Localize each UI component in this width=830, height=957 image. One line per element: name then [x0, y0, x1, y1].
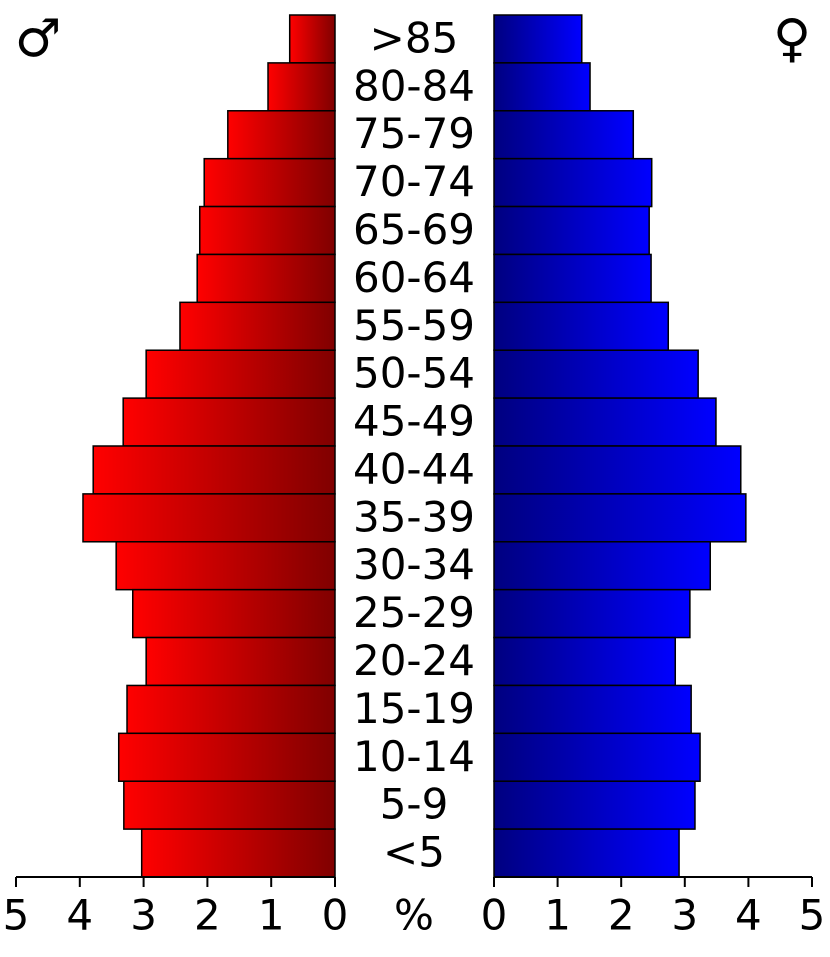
- category-label: <5: [383, 828, 445, 877]
- bar: [122, 397, 336, 447]
- bar: [493, 588, 691, 639]
- bar: [145, 349, 336, 399]
- bar: [126, 684, 336, 735]
- bar: [493, 349, 699, 399]
- bar: [227, 110, 336, 160]
- bar: [493, 636, 677, 687]
- bar: [198, 205, 336, 256]
- bar: [140, 828, 336, 878]
- bar: [493, 110, 635, 160]
- bar: [145, 636, 336, 687]
- category-label: 30-34: [353, 540, 475, 589]
- category-label: 5-9: [380, 780, 449, 829]
- bar: [493, 732, 701, 782]
- bar: [203, 157, 336, 208]
- bar: [82, 493, 336, 543]
- bar: [493, 14, 583, 64]
- category-label: 10-14: [353, 732, 475, 781]
- bar: [493, 205, 650, 256]
- bar: [493, 541, 711, 591]
- x-tick-label: 1: [258, 891, 285, 940]
- x-tick-label: 2: [608, 891, 635, 940]
- bar: [493, 253, 652, 304]
- bar: [288, 14, 336, 64]
- bar: [115, 541, 336, 591]
- x-tick-label: 4: [66, 891, 93, 940]
- category-label: 45-49: [353, 397, 475, 446]
- x-tick-label: 4: [735, 891, 762, 940]
- bar: [493, 62, 591, 112]
- x-axis-label: %: [394, 891, 434, 940]
- bar: [196, 253, 336, 304]
- category-label: 50-54: [353, 349, 475, 398]
- category-label: 65-69: [353, 205, 475, 254]
- x-tick-label: 5: [799, 891, 826, 940]
- bar: [493, 157, 653, 208]
- x-tick-label: 3: [130, 891, 157, 940]
- category-label: 15-19: [353, 684, 475, 733]
- legend-symbol: ♂: [15, 9, 62, 69]
- category-label: 20-24: [353, 636, 475, 685]
- category-label: 80-84: [353, 61, 475, 110]
- bar: [493, 780, 696, 830]
- category-label: 55-59: [353, 301, 475, 350]
- legend-symbol: ♀: [773, 9, 811, 69]
- bar: [493, 828, 680, 878]
- category-label: 60-64: [353, 253, 475, 302]
- x-tick-label: 5: [3, 891, 30, 940]
- bar: [493, 301, 670, 351]
- bar: [179, 301, 336, 351]
- x-tick-label: 1: [544, 891, 571, 940]
- x-tick-label: 0: [322, 891, 349, 940]
- bar: [117, 732, 336, 782]
- category-label: >85: [370, 13, 459, 62]
- bar: [123, 780, 336, 830]
- bar: [493, 684, 692, 735]
- bar: [493, 397, 717, 447]
- category-label: 70-74: [353, 157, 475, 206]
- bar: [493, 493, 747, 543]
- x-tick-label: 0: [481, 891, 508, 940]
- category-label: 35-39: [353, 492, 475, 541]
- category-label: 75-79: [353, 109, 475, 158]
- bar: [493, 445, 742, 495]
- category-label: 25-29: [353, 588, 475, 637]
- x-tick-label: 3: [671, 891, 698, 940]
- bar: [267, 62, 336, 112]
- bar: [92, 445, 336, 495]
- x-tick-label: 2: [194, 891, 221, 940]
- category-label: 40-44: [353, 444, 475, 493]
- bar: [132, 588, 336, 639]
